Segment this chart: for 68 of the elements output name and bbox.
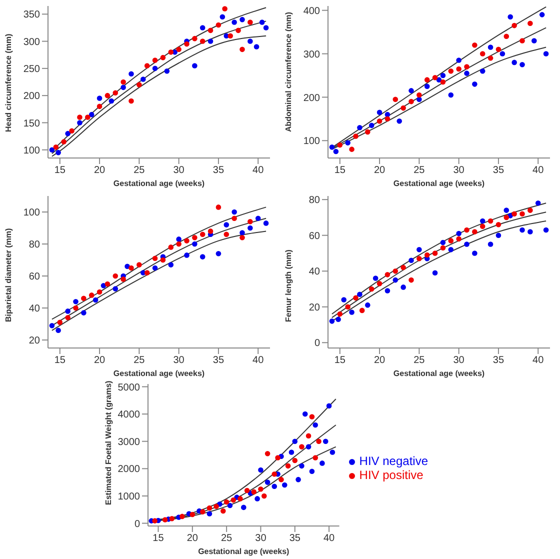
x-tick-label: 40 — [532, 165, 544, 176]
x-tick-label: 20 — [374, 165, 386, 176]
y-tick-label: 80 — [308, 195, 320, 206]
x-tick-label: 35 — [492, 355, 504, 366]
x-tick-label: 20 — [94, 165, 106, 176]
x-axis-title: Gestational age (weeks) — [113, 369, 205, 378]
x-tick-label: 35 — [492, 165, 504, 176]
x-tick-label: 25 — [134, 165, 146, 176]
x-tick-label: 15 — [54, 165, 66, 176]
y-tick-label: 0 — [314, 338, 320, 350]
x-tick-label: 15 — [54, 355, 66, 366]
x-tick-label: 30 — [255, 533, 267, 544]
legend-label: HIV negative — [359, 454, 428, 468]
x-tick-label: 15 — [334, 355, 346, 366]
x-tick-label: 25 — [414, 165, 426, 176]
y-tick-label: 40 — [28, 304, 40, 315]
x-tick-label: 25 — [414, 355, 426, 366]
y-tick-label: 100 — [303, 136, 320, 148]
x-tick-label: 40 — [252, 165, 264, 176]
x-axis-title: Gestational age (weeks) — [393, 179, 485, 188]
x-tick-label: 30 — [453, 355, 465, 366]
x-axis-title: Gestational age (weeks) — [393, 369, 485, 378]
y-tick-label: 400 — [303, 6, 320, 17]
x-tick-label: 15 — [334, 165, 346, 176]
y-tick-label: 3000 — [118, 436, 140, 448]
x-tick-label: 20 — [374, 355, 386, 366]
x-tick-label: 35 — [212, 355, 224, 366]
x-tick-label: 15 — [152, 533, 164, 544]
y-tick-label: 60 — [28, 272, 40, 283]
x-tick-label: 30 — [453, 165, 465, 176]
y-tick-label: 100 — [23, 208, 40, 219]
y-tick-label: 80 — [28, 240, 40, 251]
y-tick-label: 300 — [23, 36, 40, 48]
y-tick-label: 0 — [134, 518, 140, 530]
x-axis-title: Gestational age (weeks) — [113, 179, 205, 188]
y-tick-label: 60 — [308, 230, 320, 242]
y-tick-label: 100 — [23, 145, 40, 156]
x-tick-label: 40 — [532, 355, 544, 366]
y-tick-label: 5000 — [118, 382, 140, 394]
y-tick-label: 20 — [28, 336, 40, 347]
x-axis-title: Gestational age (weeks) — [198, 547, 290, 556]
y-tick-label: 4000 — [118, 410, 140, 421]
y-tick-label: 150 — [23, 118, 40, 130]
y-tick-label: 350 — [23, 10, 40, 21]
y-tick-label: 2000 — [118, 464, 140, 476]
y-tick-label: 200 — [23, 91, 40, 102]
x-tick-label: 30 — [173, 165, 185, 176]
y-tick-label: 20 — [308, 302, 320, 314]
y-axis-title: Estimated Foetal Weight (grams) — [104, 380, 113, 505]
y-axis-title: Femur length (mm) — [284, 249, 293, 322]
x-tick-label: 25 — [221, 533, 233, 544]
y-tick-label: 200 — [303, 92, 320, 104]
x-tick-label: 40 — [252, 355, 264, 366]
x-tick-label: 20 — [186, 533, 198, 544]
y-axis-title: Biparietal diameter (mm) — [4, 228, 13, 322]
y-axis-title: Abdominal circumference (mm) — [284, 12, 293, 132]
y-axis-title: Head circumference (mm) — [4, 33, 13, 132]
y-tick-label: 250 — [23, 64, 40, 75]
y-tick-label: 300 — [303, 49, 320, 60]
x-tick-label: 25 — [134, 355, 146, 366]
legend-label: HIV positive — [359, 468, 424, 482]
x-tick-label: 30 — [173, 355, 185, 366]
x-tick-label: 35 — [289, 533, 301, 544]
x-tick-label: 20 — [94, 355, 106, 366]
x-tick-label: 40 — [323, 533, 336, 544]
x-tick-label: 35 — [212, 165, 224, 176]
y-tick-label: 1000 — [118, 492, 140, 503]
y-tick-label: 40 — [308, 266, 320, 278]
